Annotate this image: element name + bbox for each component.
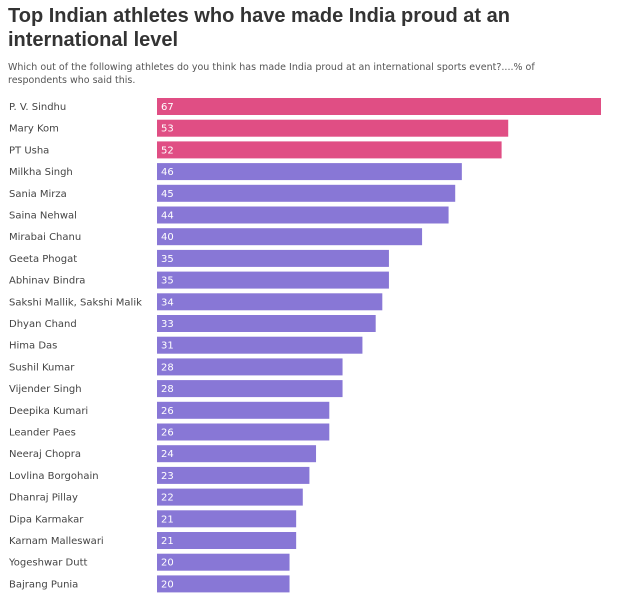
bar-value-label: 35 <box>161 254 174 265</box>
category-label: Leander Paes <box>9 428 76 439</box>
category-label: Abhinav Bindra <box>9 276 85 287</box>
bar-value-label: 31 <box>161 341 174 352</box>
category-label: Lovlina Borgohain <box>9 471 99 482</box>
category-label: Yogeshwar Dutt <box>8 558 88 569</box>
category-label: Karnam Malleswari <box>9 536 104 547</box>
bar-value-label: 44 <box>161 211 174 222</box>
bar <box>157 336 363 354</box>
category-label: Sakshi Mallik, Sakshi Malik <box>9 297 142 308</box>
category-label: Mirabai Chanu <box>9 232 81 243</box>
category-label: Dhyan Chand <box>9 319 77 330</box>
category-label: Hima Das <box>9 341 57 352</box>
category-label: Milkha Singh <box>9 167 73 178</box>
category-label: Sania Mirza <box>9 189 67 200</box>
chart-title: Top Indian athletes who have made India … <box>8 5 510 51</box>
category-label: PT Usha <box>9 145 49 156</box>
bar <box>157 380 343 398</box>
category-label: Sushil Kumar <box>9 362 75 373</box>
bar-value-label: 23 <box>161 471 174 482</box>
bar-value-label: 46 <box>161 167 174 178</box>
bar <box>157 119 509 137</box>
bar-value-label: 45 <box>161 189 174 200</box>
chart-subtitle: Which out of the following athletes do y… <box>8 62 535 86</box>
bar-value-label: 21 <box>161 536 174 547</box>
category-label: Geeta Phogat <box>9 254 77 265</box>
bar <box>157 206 449 224</box>
category-label: Mary Kom <box>9 124 59 135</box>
bar <box>157 358 343 376</box>
bar <box>157 445 317 463</box>
bar-value-label: 24 <box>161 449 174 460</box>
category-label: Bajrang Punia <box>9 579 78 590</box>
bar-value-label: 26 <box>161 428 174 439</box>
category-label: Vijender Singh <box>9 384 82 395</box>
category-label: P. V. Sindhu <box>9 102 66 113</box>
bar-value-label: 52 <box>161 145 174 156</box>
bar <box>157 553 290 571</box>
bar <box>157 228 423 246</box>
category-label: Deepika Kumari <box>9 406 88 417</box>
bar <box>157 401 330 419</box>
bar-value-label: 34 <box>161 297 174 308</box>
bar-value-label: 33 <box>161 319 174 330</box>
bar <box>157 163 462 181</box>
bar <box>157 184 456 202</box>
bar <box>157 423 330 441</box>
bar <box>157 249 389 267</box>
bar <box>157 293 383 311</box>
category-label: Dhanraj Pillay <box>9 493 78 504</box>
category-label: Dipa Karmakar <box>9 514 84 525</box>
bar <box>157 98 601 115</box>
bar-value-label: 40 <box>161 232 174 243</box>
bar <box>157 488 303 506</box>
bar-value-label: 20 <box>161 579 174 590</box>
bar-value-label: 53 <box>161 124 174 135</box>
bar-value-label: 20 <box>161 558 174 569</box>
category-label: Neeraj Chopra <box>9 449 81 460</box>
bar <box>157 271 389 289</box>
bar-value-label: 21 <box>161 514 174 525</box>
bar <box>157 466 310 484</box>
bar-value-label: 26 <box>161 406 174 417</box>
bar <box>157 510 297 528</box>
bar <box>157 315 376 332</box>
bar <box>157 575 290 593</box>
bar <box>157 141 502 159</box>
category-label: Saina Nehwal <box>9 211 77 222</box>
bar-value-label: 28 <box>161 384 174 395</box>
bar-value-label: 67 <box>161 102 174 113</box>
bar <box>157 532 297 549</box>
bar-value-label: 22 <box>161 493 174 504</box>
bar-value-label: 35 <box>161 276 174 287</box>
bar-value-label: 28 <box>161 362 174 373</box>
